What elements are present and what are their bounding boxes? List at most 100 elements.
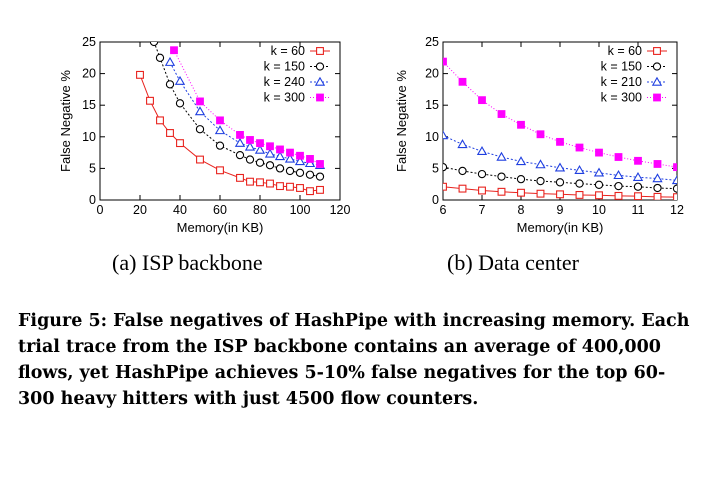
legend-label-a-2: k = 150 (264, 60, 305, 74)
data-point-b-2 (497, 172, 506, 181)
subcaption-a-text: (a) ISP backbone (112, 250, 263, 275)
data-point-b-1 (517, 188, 525, 197)
x-tick-label-a: 40 (173, 203, 187, 217)
x-axis-label-a: Memory(in KB) (177, 220, 264, 235)
y-tick-label-b: 0 (432, 193, 439, 207)
data-point-a-2 (165, 80, 175, 89)
x-tick-label-a: 60 (213, 203, 227, 217)
y-tick-label-a: 15 (82, 98, 96, 112)
legend-marker-b-1 (653, 47, 661, 55)
data-point-a-1 (296, 184, 304, 192)
data-point-b-4 (634, 156, 642, 165)
data-point-a-1 (246, 177, 254, 186)
data-point-b-1 (458, 184, 467, 193)
legend-marker-b-3 (651, 76, 663, 86)
x-tick-label-b: 11 (632, 203, 645, 217)
chart-panel-a: 0 20 40 60 80 100 120 0 5 10 15 20 25 Memory(in KB) Fa… (58, 35, 350, 235)
data-point-b-2 (536, 176, 545, 186)
y-tick-label-a: 25 (82, 35, 96, 49)
data-point-a-2 (235, 150, 245, 160)
y-tick-label-b: 20 (425, 67, 439, 81)
data-point-b-2 (672, 184, 677, 193)
y-tick-label-a: 0 (89, 193, 96, 207)
data-point-b-3 (476, 146, 488, 156)
data-point-a-1 (176, 139, 184, 148)
data-point-b-3 (554, 162, 566, 172)
data-point-a-2 (215, 141, 225, 150)
x-tick-label-b: 7 (479, 203, 486, 217)
plot-area-b (443, 57, 677, 200)
data-point-a-4 (256, 139, 264, 148)
legend-label-b-4: k = 300 (601, 91, 642, 105)
data-point-a-1 (166, 129, 174, 137)
y-tick-label-a: 10 (82, 130, 96, 144)
data-point-b-1 (653, 192, 662, 200)
data-point-a-1 (236, 173, 244, 182)
legend-marker-a-3 (314, 76, 326, 86)
data-point-a-3 (284, 153, 296, 163)
data-point-b-2 (458, 166, 467, 176)
data-point-b-1 (556, 190, 564, 199)
figure-caption: Figure 5: False negatives of HashPipe wit… (18, 308, 700, 412)
legend-label-b-3: k = 210 (601, 75, 642, 89)
data-point-a-1 (256, 178, 264, 187)
data-point-a-3 (234, 137, 246, 147)
x-tick-label-b: 6 (440, 203, 447, 217)
data-point-a-4 (296, 151, 304, 160)
data-point-a-1 (216, 166, 224, 175)
data-point-a-2 (155, 53, 165, 62)
subcaption-b: (b) Data center (447, 250, 579, 276)
data-point-a-3 (244, 141, 256, 151)
data-point-b-3 (652, 173, 663, 183)
y-tick-label-b: 5 (432, 161, 439, 175)
data-point-a-1 (146, 96, 154, 105)
data-point-a-1 (266, 179, 274, 188)
data-point-a-1 (286, 182, 294, 191)
data-point-b-3 (593, 167, 605, 177)
data-point-a-4 (306, 155, 314, 163)
data-point-a-3 (254, 144, 266, 154)
y-tick-label-b: 25 (425, 35, 439, 49)
data-point-a-4 (316, 160, 324, 168)
data-point-b-3 (496, 151, 507, 161)
subcaption-b-text: (b) Data center (447, 250, 579, 275)
x-tick-label-a: 0 (97, 203, 104, 217)
figure-caption-text: False negatives of HashPipe with increas… (18, 311, 690, 409)
legend-label-a-3: k = 240 (264, 75, 305, 89)
data-point-b-3 (632, 171, 644, 181)
data-point-b-1 (575, 190, 584, 199)
legend-marker-b-2 (652, 62, 662, 71)
data-point-b-3 (535, 159, 546, 169)
data-point-a-4 (266, 142, 274, 151)
data-point-a-2 (285, 166, 295, 176)
data-point-b-4 (536, 130, 545, 139)
data-point-a-3 (174, 75, 186, 85)
data-point-a-3 (164, 56, 176, 66)
data-point-b-1 (497, 187, 506, 196)
x-tick-label-a: 100 (290, 203, 311, 217)
data-point-b-2 (575, 179, 584, 188)
x-tick-label-b: 10 (592, 203, 606, 217)
data-point-a-4 (216, 116, 224, 125)
x-tick-label-a: 20 (133, 203, 147, 217)
data-point-b-4 (458, 77, 467, 86)
data-point-a-4 (236, 131, 244, 139)
y-tick-label-a: 20 (82, 67, 96, 81)
x-tick-label-a: 80 (253, 203, 267, 217)
data-point-b-1 (536, 189, 545, 198)
y-axis-label-b: False Negative % (394, 70, 409, 172)
data-point-a-2 (245, 155, 255, 164)
legend-marker-a-4 (316, 93, 324, 102)
data-point-b-4 (595, 148, 603, 157)
data-point-a-3 (214, 125, 226, 135)
subcaption-a: (a) ISP backbone (112, 250, 263, 276)
x-tick-label-b: 9 (557, 203, 564, 217)
data-point-b-3 (457, 139, 468, 149)
data-point-b-2 (555, 178, 565, 187)
data-point-b-4 (653, 160, 662, 168)
plot-area-a (136, 42, 326, 196)
y-axis-label-a: False Negative % (58, 70, 73, 172)
data-point-b-1 (443, 182, 447, 191)
data-point-a-1 (306, 187, 314, 196)
data-point-a-4 (246, 136, 254, 144)
